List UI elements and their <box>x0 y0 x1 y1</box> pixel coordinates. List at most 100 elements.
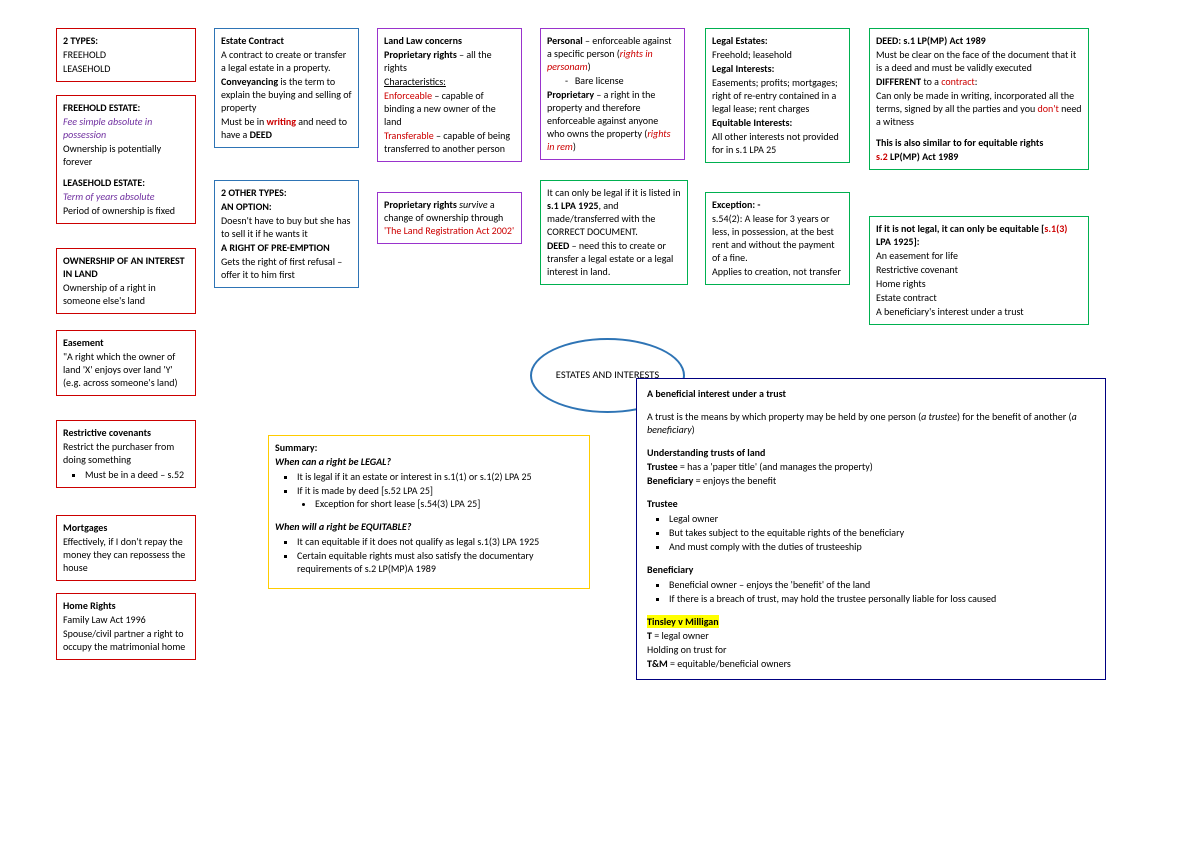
t: T = legal owner <box>647 629 1095 642</box>
t: Applies to creation, not transfer <box>712 265 843 278</box>
h: AN OPTION: <box>221 200 352 213</box>
h: A RIGHT OF PRE-EMPTION <box>221 241 352 254</box>
h: 2 TYPES: <box>63 34 189 47</box>
t: DEED – need this to create or transfer a… <box>547 239 681 278</box>
h: Legal Estates: <box>712 34 843 47</box>
t: Transferable – capable of being transfer… <box>384 129 515 155</box>
t: "A right which the owner of land 'X' enj… <box>63 350 189 389</box>
box-equitable-list: If it is not legal, it can only be equit… <box>869 216 1089 325</box>
h: FREEHOLD ESTATE: <box>63 101 189 114</box>
box-legal-estates: Legal Estates: Freehold; leasehold Legal… <box>705 28 850 163</box>
box-freehold-leasehold: FREEHOLD ESTATE: Fee simple absolute in … <box>56 95 196 224</box>
h: 2 OTHER TYPES: <box>221 186 352 199</box>
t: Conveyancing is the term to explain the … <box>221 75 352 114</box>
li: Legal owner <box>669 512 1095 525</box>
t: Spouse/civil partner a right to occupy t… <box>63 627 189 653</box>
h: Home Rights <box>63 599 189 612</box>
t: Proprietary rights survive a change of o… <box>384 198 515 237</box>
t: This is also similar to for equitable ri… <box>876 136 1082 149</box>
t: Easements; profits; mortgages; right of … <box>712 76 843 115</box>
t: An easement for life <box>876 249 1082 262</box>
t: Estate contract <box>876 291 1082 304</box>
box-easement: Easement "A right which the owner of lan… <box>56 330 196 396</box>
t: Doesn't have to buy but she has to sell … <box>221 214 352 240</box>
h: Beneficiary <box>647 563 1095 576</box>
t: LEASEHOLD <box>63 62 189 75</box>
t: s.2 LP(MP) Act 1989 <box>876 150 1082 163</box>
box-estate-contract: Estate Contract A contract to create or … <box>214 28 359 148</box>
case: Tinsley v Milligan <box>647 615 1095 628</box>
t: A contract to create or transfer a legal… <box>221 48 352 74</box>
li: Must be in a deed – s.52 <box>85 468 189 481</box>
t: Beneficiary = enjoys the benefit <box>647 474 1095 487</box>
t: A beneficiary's interest under a trust <box>876 305 1082 318</box>
li: If there is a breach of trust, may hold … <box>669 592 1095 605</box>
box-land-law-concerns: Land Law concerns Proprietary rights – a… <box>377 28 522 162</box>
t: Must be clear on the face of the documen… <box>876 48 1082 74</box>
li: But takes subject to the equitable right… <box>669 526 1095 539</box>
h: Estate Contract <box>221 34 352 47</box>
t: s.54(2): A lease for 3 years or less, in… <box>712 212 843 264</box>
t: Gets the right of first refusal – offer … <box>221 255 352 281</box>
box-exception: Exception: - s.54(2): A lease for 3 year… <box>705 192 850 285</box>
t: DIFFERENT to a contract: <box>876 75 1082 88</box>
h: OWNERSHIP OF AN INTEREST IN LAND <box>63 254 189 280</box>
h: Exception: - <box>712 198 843 211</box>
q: When will a right be EQUITABLE? <box>275 520 583 533</box>
t: T&M = equitable/beneficial owners <box>647 657 1095 670</box>
li: It can equitable if it does not qualify … <box>297 535 583 548</box>
t: If it is not legal, it can only be equit… <box>876 222 1082 248</box>
t: Family Law Act 1996 <box>63 613 189 626</box>
box-other-types: 2 OTHER TYPES: AN OPTION: Doesn't have t… <box>214 180 359 288</box>
h: Understanding trusts of land <box>647 446 1095 459</box>
t: FREEHOLD <box>63 48 189 61</box>
t: Personal – enforceable against a specifi… <box>547 34 678 73</box>
t: Enforceable – capable of binding a new o… <box>384 89 515 128</box>
h: Easement <box>63 336 189 349</box>
t: Proprietary – a right in the property an… <box>547 88 678 153</box>
t: Effectively, if I don't repay the money … <box>63 535 189 574</box>
h: LEASEHOLD ESTATE: <box>63 176 189 189</box>
t: Period of ownership is fixed <box>63 204 189 217</box>
t: Proprietary rights – all the rights <box>384 48 515 74</box>
li: If it is made by deed [s.52 LPA 25] Exce… <box>297 484 583 510</box>
h: Summary: <box>275 441 583 454</box>
h: Restrictive covenants <box>63 426 189 439</box>
box-ownership-interest: OWNERSHIP OF AN INTEREST IN LAND Ownersh… <box>56 248 196 314</box>
h: Equitable Interests: <box>712 116 843 129</box>
t: It can only be legal if it is listed in … <box>547 186 681 238</box>
t: Ownership of a right in someone else's l… <box>63 281 189 307</box>
t: - Bare license <box>547 74 678 87</box>
box-deed: DEED: s.1 LP(MP) Act 1989 Must be clear … <box>869 28 1089 170</box>
li: And must comply with the duties of trust… <box>669 540 1095 553</box>
li: Beneficial owner – enjoys the 'benefit' … <box>669 578 1095 591</box>
t: Freehold; leasehold <box>712 48 843 61</box>
t: Home rights <box>876 277 1082 290</box>
li: It is legal if it an estate or interest … <box>297 470 583 483</box>
t: Must be in writing and need to have a DE… <box>221 115 352 141</box>
t: Fee simple absolute in possession <box>63 115 189 141</box>
t: Characteristics: <box>384 75 515 88</box>
h: Mortgages <box>63 521 189 534</box>
t: Restrict the purchaser from doing someth… <box>63 440 189 466</box>
t: Term of years absolute <box>63 190 189 203</box>
box-mortgages: Mortgages Effectively, if I don't repay … <box>56 515 196 581</box>
box-legal-deed: It can only be legal if it is listed in … <box>540 180 688 285</box>
box-personal-proprietary: Personal – enforceable against a specifi… <box>540 28 685 160</box>
h: Legal Interests: <box>712 62 843 75</box>
t: Holding on trust for <box>647 643 1095 656</box>
h: A beneficial interest under a trust <box>647 387 1095 400</box>
t: Restrictive covenant <box>876 263 1082 276</box>
li: Exception for short lease [s.54(3) LPA 2… <box>315 497 583 510</box>
h: DEED: s.1 LP(MP) Act 1989 <box>876 34 1082 47</box>
q: When can a right be LEGAL? <box>275 455 583 468</box>
t: Trustee = has a 'paper title' (and manag… <box>647 460 1095 473</box>
t: All other interests not provided for in … <box>712 130 843 156</box>
t: Can only be made in writing, incorporate… <box>876 89 1082 128</box>
box-types: 2 TYPES: FREEHOLD LEASEHOLD <box>56 28 196 82</box>
box-home-rights: Home Rights Family Law Act 1996 Spouse/c… <box>56 593 196 660</box>
box-proprietary-survive: Proprietary rights survive a change of o… <box>377 192 522 244</box>
t: A trust is the means by which property m… <box>647 410 1095 436</box>
li: Certain equitable rights must also satis… <box>297 549 583 575</box>
h: Trustee <box>647 497 1095 510</box>
